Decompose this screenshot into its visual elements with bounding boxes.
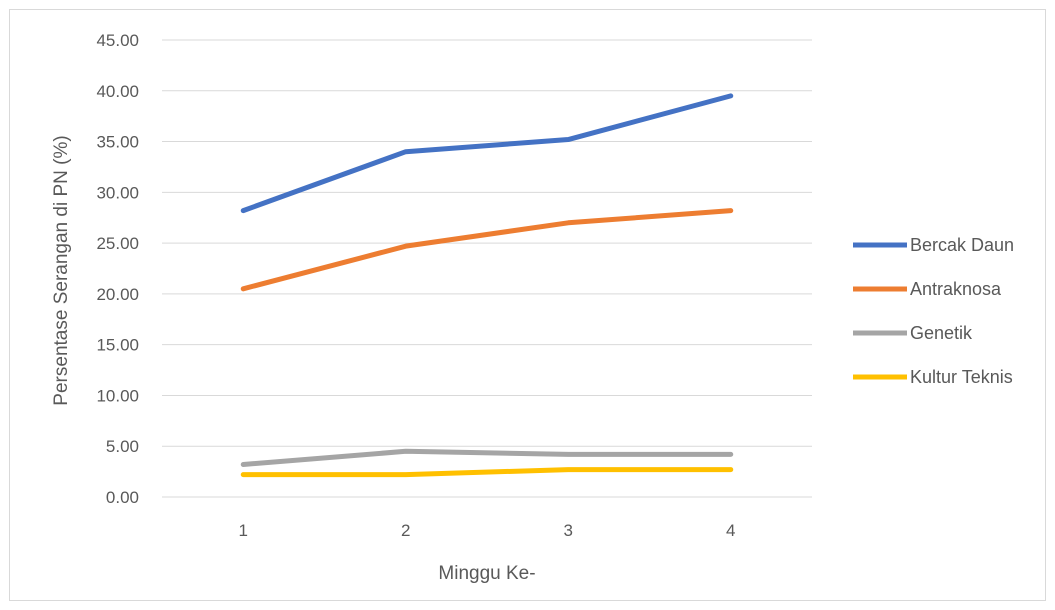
- y-tick-label: 0.00: [106, 488, 139, 507]
- series-line-antraknosa: [240, 208, 734, 292]
- y-tick-label: 40.00: [96, 82, 139, 101]
- series-line-bercak-daun: [240, 93, 734, 214]
- chart-frame: [9, 9, 1046, 601]
- x-tick-label: 2: [401, 521, 410, 540]
- legend-label: Antraknosa: [910, 279, 1002, 299]
- legend-label: Bercak Daun: [910, 235, 1014, 255]
- legend-label: Kultur Teknis: [910, 367, 1013, 387]
- x-tick-label: 1: [239, 521, 248, 540]
- x-tick-label: 4: [726, 521, 735, 540]
- y-axis-title: Persentase Serangan di PN (%): [51, 135, 72, 405]
- x-axis-title: Minggu Ke-: [438, 563, 535, 584]
- y-tick-label: 35.00: [96, 133, 139, 152]
- y-tick-label: 5.00: [106, 437, 139, 456]
- y-tick-label: 15.00: [96, 336, 139, 355]
- series-line-kultur-teknis: [240, 467, 734, 478]
- y-tick-label: 25.00: [96, 234, 139, 253]
- x-axis-tick-labels: 1 2 3 4: [239, 521, 736, 540]
- series-line-genetik: [240, 448, 734, 468]
- y-axis-tick-labels: 0.00 5.00 10.00 15.00 20.00 25.00 30.00 35.00 40…: [96, 31, 139, 507]
- legend-label: Genetik: [910, 323, 973, 343]
- legend: Bercak Daun Antraknosa Genetik Kultur Tekni…: [853, 235, 1014, 387]
- y-tick-label: 45.00: [96, 31, 139, 50]
- y-tick-label: 30.00: [96, 183, 139, 202]
- y-tick-label: 10.00: [96, 386, 139, 405]
- y-tick-label: 20.00: [96, 285, 139, 304]
- gridlines: [162, 39, 812, 498]
- x-tick-label: 3: [564, 521, 573, 540]
- series-lines: [240, 93, 734, 478]
